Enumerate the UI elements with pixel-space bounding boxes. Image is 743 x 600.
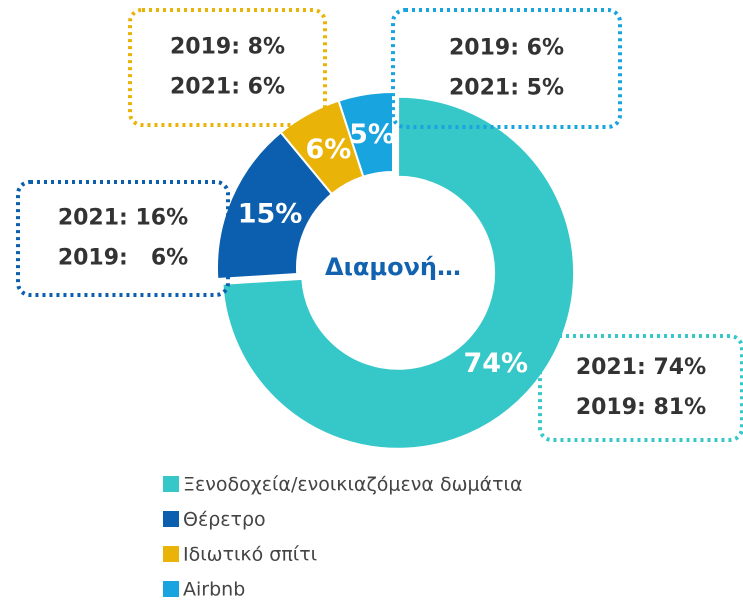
callout-text: 2021: 16% [58, 206, 188, 231]
callout-box [128, 8, 327, 127]
callout-text: 2021: 74% [576, 355, 706, 380]
legend-swatch [163, 511, 179, 527]
legend-label: Airbnb [183, 579, 245, 600]
legend-label: Θέρετρο [183, 509, 266, 531]
donut-slice [221, 95, 576, 450]
slice-label: 6% [306, 134, 352, 165]
legend-label: Ξενοδοχεία/ενοικιαζόμενα δωμάτια [183, 474, 523, 496]
legend-swatch [163, 476, 179, 492]
callout-text: 2019: 8% [170, 35, 285, 60]
donut: 74% 15% 6%5% [216, 90, 576, 450]
callout-text: 2019: 6% [58, 246, 188, 271]
callout-box [16, 180, 230, 297]
callout-box [391, 8, 622, 129]
callout-text: 2019: 6% [449, 36, 564, 61]
slice-label: 15% [238, 198, 303, 229]
slice-label: 74% [463, 348, 528, 379]
callout-box [538, 334, 743, 442]
callout-text: 2019: 81% [576, 395, 706, 420]
legend-swatch [163, 581, 179, 597]
legend-label: Ιδιωτικό σπίτι [183, 544, 317, 566]
callout-text: 2021: 5% [449, 76, 564, 101]
slice-label: 5% [349, 119, 395, 150]
callout-text: 2021: 6% [170, 75, 285, 100]
legend: Ξενοδοχεία/ενοικιαζόμενα δωμάτια Θέρετρο Ι… [163, 474, 523, 600]
annotations: 2021: 74% 2019: 81% 2021: 16% 2019: 6% 2019:… [16, 8, 743, 442]
center-label: Διαμονή… [325, 253, 461, 281]
donut-slice [337, 90, 394, 178]
legend-swatch [163, 546, 179, 562]
